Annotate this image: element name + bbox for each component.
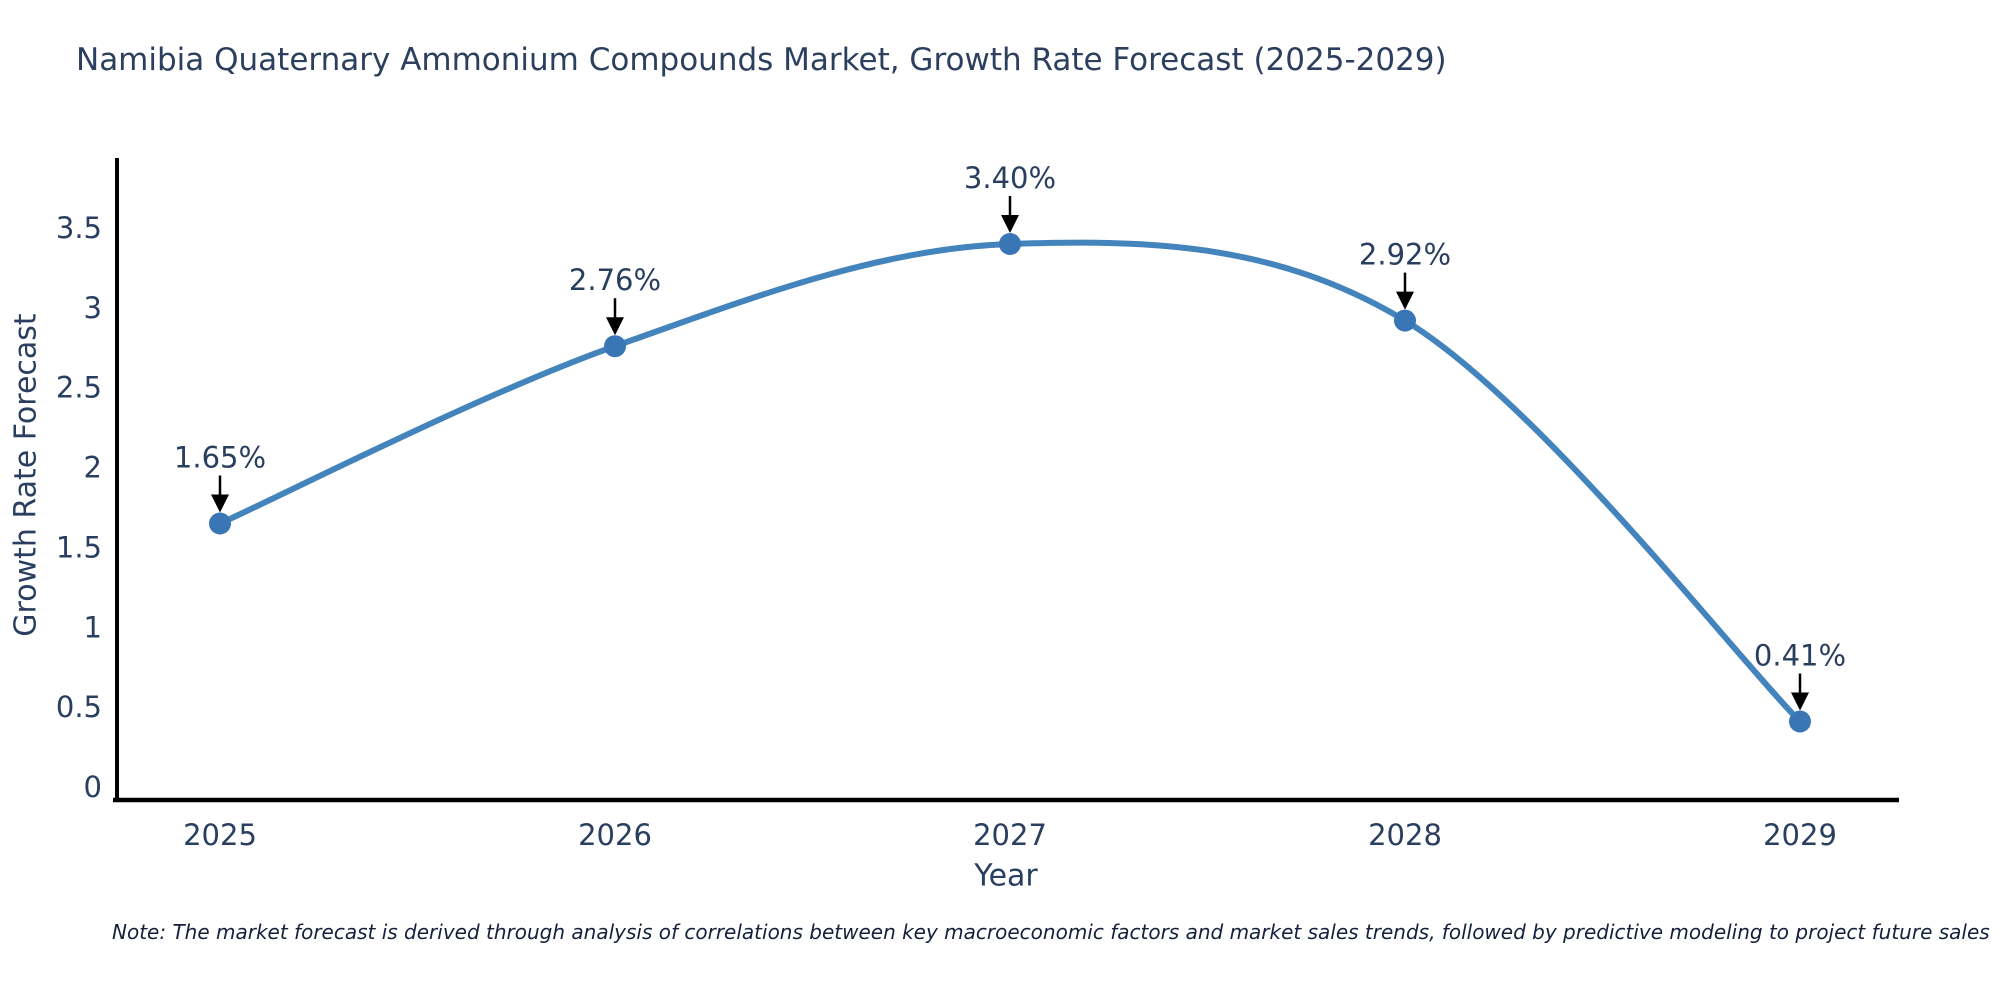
annotation-arrowhead-icon [1791,692,1809,711]
data-point-label: 1.65% [174,441,266,475]
x-tick-label: 2026 [578,818,652,852]
y-tick-label: 0 [84,770,102,804]
x-tick-label: 2027 [973,818,1047,852]
y-tick-label: 3.5 [56,211,102,245]
annotation-arrowhead-icon [1396,291,1414,310]
annotation-arrowhead-icon [211,494,229,513]
y-axis-title: Growth Rate Forecast [8,313,44,637]
y-tick-label: 3 [84,291,102,325]
annotation-arrowhead-icon [606,317,624,336]
y-tick-label: 1.5 [56,530,102,564]
data-point-label: 3.40% [964,161,1056,195]
data-point-label: 0.41% [1754,639,1846,673]
x-tick-label: 2025 [183,818,257,852]
data-point-label: 2.92% [1359,238,1451,272]
chart-title: Namibia Quaternary Ammonium Compounds Ma… [76,42,1447,78]
footnote: Note: The market forecast is derived thr… [112,920,1990,944]
y-tick-label: 1 [84,610,102,644]
data-point-marker [209,512,231,535]
y-tick-label: 2.5 [56,371,102,405]
data-point-marker [1789,710,1811,733]
data-point-marker [1394,309,1416,332]
y-tick-label: 2 [84,451,102,485]
data-point-marker [604,335,626,358]
x-tick-label: 2028 [1368,818,1442,852]
annotation-arrowhead-icon [1001,215,1019,233]
data-point-label: 2.76% [569,263,661,297]
x-tick-label: 2029 [1763,818,1837,852]
x-axis-title: Year [974,858,1038,894]
trend-line [217,239,1803,725]
y-tick-label: 0.5 [56,690,102,724]
data-point-marker [999,233,1021,255]
